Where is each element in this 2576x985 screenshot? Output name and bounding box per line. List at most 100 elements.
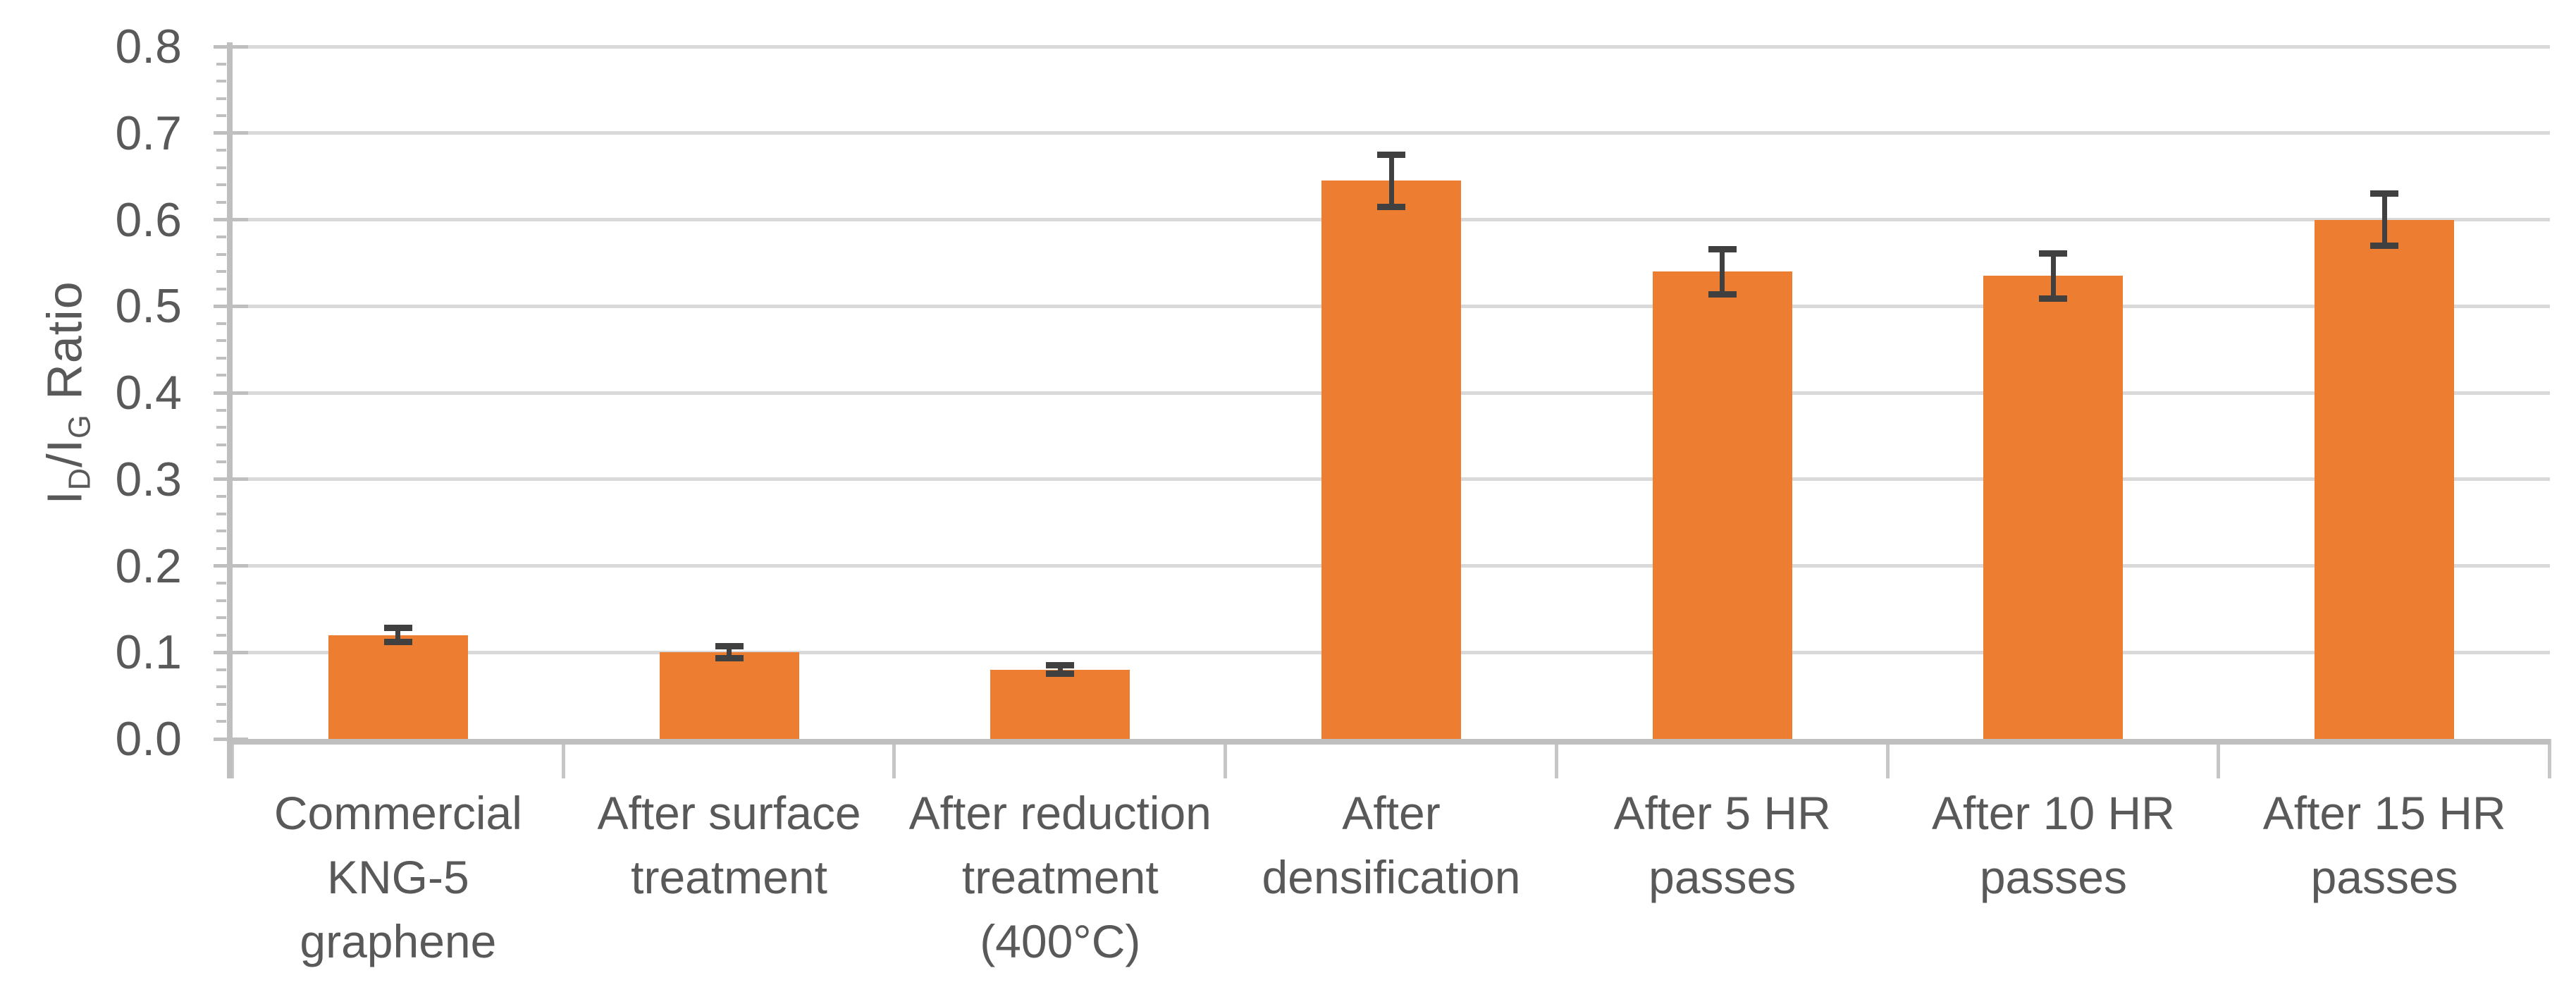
- category-tick: [1554, 739, 1558, 778]
- y-axis-minor-tick: [216, 62, 226, 66]
- y-axis-minor-tick: [216, 582, 226, 585]
- error-bar-line: [727, 646, 732, 659]
- y-axis-minor-tick: [216, 720, 226, 723]
- category-label-line: After 10 HR: [1932, 787, 2175, 839]
- category-label-line: graphene: [300, 915, 497, 967]
- category-label: After 10 HR passes: [1888, 781, 2219, 910]
- y-tick-label: 0.0: [115, 712, 182, 766]
- y-axis-minor-tick: [216, 426, 226, 429]
- y-tick-label: 0.1: [115, 625, 182, 680]
- category-label: After surface treatment: [564, 781, 895, 910]
- y-axis-line: [227, 42, 233, 778]
- y-axis-minor-tick: [216, 97, 226, 100]
- y-axis-minor-tick: [216, 114, 226, 118]
- category-label-line: After: [1342, 787, 1441, 839]
- y-tick-label: 0.3: [115, 452, 182, 506]
- y-axis-minor-tick: [216, 183, 226, 187]
- category-label-line: passes: [1979, 851, 2127, 903]
- y-axis-minor-tick: [216, 616, 226, 620]
- y-tick-label: 0.7: [115, 106, 182, 160]
- category-label: After 5 HR passes: [1557, 781, 1888, 910]
- y-axis-minor-tick: [216, 685, 226, 689]
- y-tick-label: 0.4: [115, 366, 182, 420]
- category-label-line: treatment: [631, 851, 827, 903]
- error-bar-cap-top: [1708, 245, 1737, 252]
- y-gridline: [233, 131, 2550, 135]
- y-axis-minor-tick: [216, 356, 226, 360]
- y-axis-minor-tick: [216, 322, 226, 325]
- category-tick: [561, 739, 565, 778]
- error-bar-cap-bottom: [1377, 203, 1405, 210]
- y-axis-minor-tick: [216, 252, 226, 256]
- y-axis-minor-tick: [216, 339, 226, 343]
- bar: [1321, 181, 1461, 739]
- y-tick-label: 0.2: [115, 539, 182, 593]
- category-tick: [892, 739, 896, 778]
- error-bar-cap-top: [2370, 190, 2399, 197]
- y-axis-minor-tick: [216, 443, 226, 446]
- y-axis-minor-tick: [216, 408, 226, 412]
- error-bar-cap-bottom: [1708, 290, 1737, 298]
- y-axis-minor-tick: [216, 149, 226, 152]
- category-label-line: (400°C): [980, 915, 1141, 967]
- y-tick-label: 0.5: [115, 279, 182, 334]
- y-axis-minor-tick: [216, 495, 226, 498]
- error-bar-cap-bottom: [715, 655, 744, 662]
- y-tick-label: 0.6: [115, 192, 182, 247]
- error-bar-cap-bottom: [1046, 671, 1075, 678]
- bar: [1983, 276, 2124, 739]
- category-label-line: After 15 HR: [2262, 787, 2506, 839]
- y-axis-minor-tick: [216, 512, 226, 515]
- error-bar-line: [2381, 193, 2387, 246]
- category-tick: [1885, 739, 1890, 778]
- y-axis-minor-tick: [216, 287, 226, 290]
- y-axis-minor-tick: [216, 200, 226, 204]
- category-tick: [2548, 739, 2551, 778]
- error-bar-cap-top: [715, 643, 744, 650]
- y-axis-minor-tick: [216, 374, 226, 377]
- error-bar-cap-top: [1377, 151, 1405, 158]
- category-label-line: After 5 HR: [1613, 787, 1831, 839]
- y-axis-minor-tick: [216, 599, 226, 602]
- category-label: After reduction treatment (400°C): [894, 781, 1226, 974]
- y-axis-minor-tick: [216, 546, 226, 550]
- x-axis-line: [227, 739, 2550, 745]
- y-axis-minor-tick: [216, 235, 226, 239]
- y-axis-minor-tick: [216, 668, 226, 671]
- error-bar-cap-bottom: [383, 639, 412, 646]
- category-label-line: Commercial: [273, 787, 522, 839]
- y-axis-minor-tick: [216, 460, 226, 464]
- error-bar-line: [1057, 665, 1063, 674]
- bar: [659, 652, 799, 739]
- y-axis-minor-tick: [216, 530, 226, 533]
- error-bar-line: [1388, 154, 1394, 207]
- bar: [2315, 219, 2455, 739]
- y-axis-minor-tick: [216, 270, 226, 274]
- error-bar-cap-top: [383, 625, 412, 632]
- error-bar-cap-top: [1046, 662, 1075, 669]
- category-tick: [2217, 739, 2221, 778]
- category-label: Commercial KNG-5 graphene: [233, 781, 564, 974]
- category-label-line: After reduction: [908, 787, 1212, 839]
- y-axis-minor-tick: [216, 633, 226, 637]
- category-label: After 15 HR passes: [2219, 781, 2550, 910]
- y-tick-label: 0.8: [115, 20, 182, 73]
- error-bar-cap-top: [2039, 250, 2068, 257]
- error-bar-line: [1720, 249, 1725, 295]
- category-label-line: densification: [1262, 851, 1521, 903]
- y-gridline: [233, 44, 2550, 49]
- category-label-line: passes: [2310, 851, 2458, 903]
- y-axis-minor-tick: [216, 166, 226, 169]
- category-label-line: After surface: [597, 787, 861, 839]
- y-axis-minor-tick: [216, 702, 226, 706]
- bar: [990, 669, 1130, 739]
- y-axis-minor-tick: [216, 80, 226, 83]
- category-label-line: KNG-5: [326, 851, 469, 903]
- bar: [328, 635, 468, 739]
- error-bar-line: [2050, 253, 2056, 299]
- category-label-line: passes: [1648, 851, 1797, 903]
- bar: [1652, 271, 1792, 739]
- error-bar-line: [395, 628, 401, 642]
